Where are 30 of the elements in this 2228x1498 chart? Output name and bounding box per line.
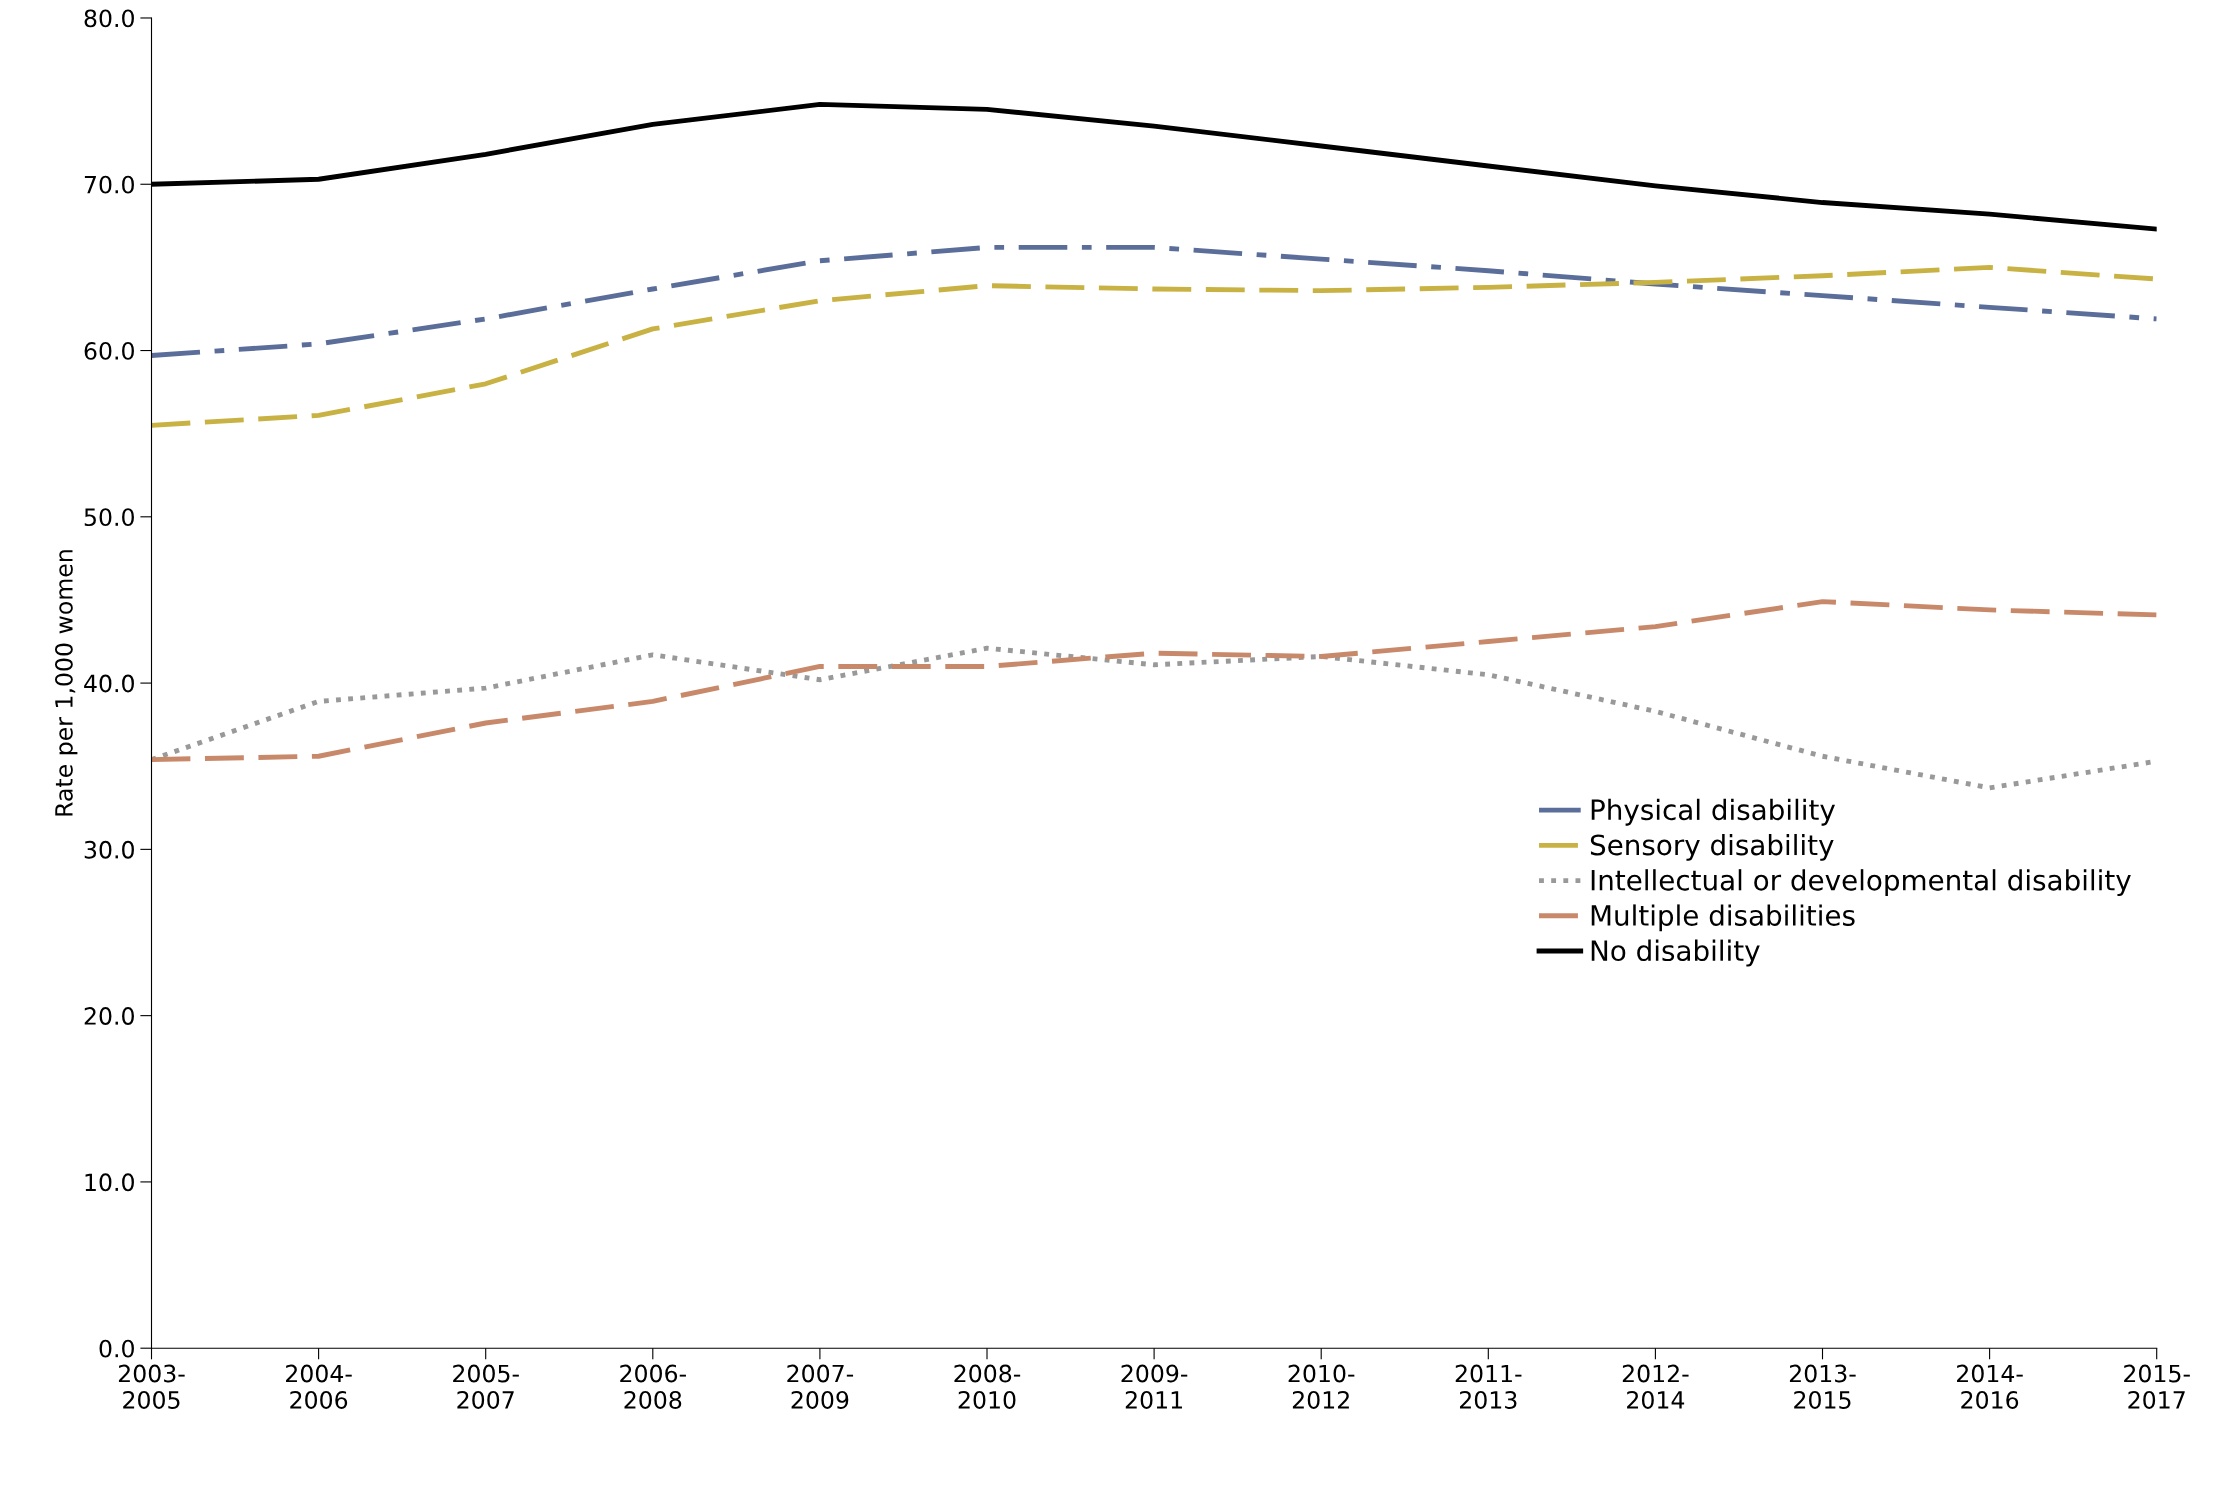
x-tick-label: 2013- 2015 bbox=[1789, 1364, 1856, 1409]
x-tick-label: 2015- 2017 bbox=[2124, 1364, 2190, 1409]
legend-label: Intellectual or developmental disability bbox=[1591, 869, 2131, 897]
y-tick-label: 70.0 bbox=[84, 175, 134, 194]
legend-label: No disability bbox=[1591, 939, 1760, 967]
y-tick-label: 80.0 bbox=[84, 9, 134, 28]
y-tick-label: 10.0 bbox=[85, 1173, 134, 1192]
y-tick-label: 50.0 bbox=[84, 508, 134, 527]
y-tick-label: 0.0 bbox=[99, 1339, 134, 1358]
legend-label: Physical disability bbox=[1591, 798, 1835, 826]
x-tick-label: 2005- 2007 bbox=[453, 1364, 519, 1409]
x-tick-label: 2008- 2010 bbox=[954, 1364, 1021, 1409]
legend-label: Multiple disabilities bbox=[1591, 904, 1855, 932]
x-tick-label: 2004- 2006 bbox=[286, 1364, 352, 1409]
x-tick-label: 2010- 2012 bbox=[1288, 1364, 1355, 1409]
y-tick-label: 40.0 bbox=[84, 674, 134, 693]
x-tick-label: 2011- 2013 bbox=[1455, 1364, 1522, 1409]
y-tick-label: 60.0 bbox=[84, 341, 134, 360]
y-tick-label: 20.0 bbox=[84, 1007, 134, 1025]
line-series bbox=[151, 245, 2157, 358]
x-tick-label: 2006- 2008 bbox=[620, 1364, 686, 1409]
x-tick-label: 2003- 2005 bbox=[118, 1364, 185, 1409]
y-tick-label: 30.0 bbox=[84, 840, 134, 859]
x-tick-label: 2009- 2011 bbox=[1121, 1364, 1188, 1409]
x-tick-label: 2012- 2014 bbox=[1622, 1364, 1689, 1409]
x-tick-label: 2014- 2016 bbox=[1957, 1364, 2023, 1409]
legend-label: Sensory disability bbox=[1590, 833, 1834, 861]
line-series bbox=[151, 599, 2157, 763]
y-axis-title: Rate per 1,000 women bbox=[54, 550, 78, 816]
x-tick-label: 2007- 2009 bbox=[787, 1364, 854, 1409]
